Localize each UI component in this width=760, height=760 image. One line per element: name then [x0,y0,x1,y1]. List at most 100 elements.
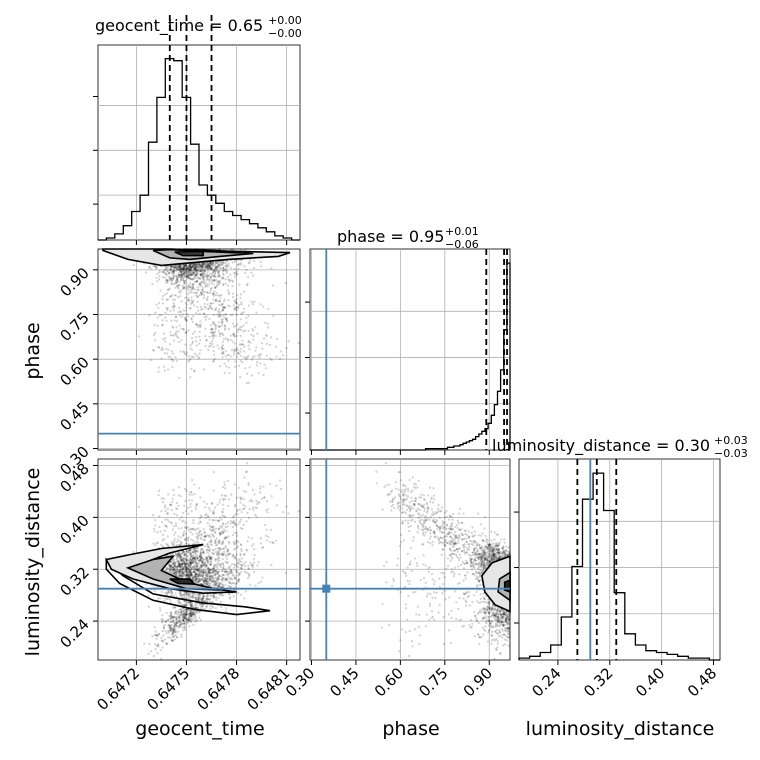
sample-point [375,470,378,473]
sample-point [172,265,175,268]
sample-point [180,565,184,568]
sample-point [449,642,453,645]
sample-point [152,542,155,545]
sample-point [255,311,258,314]
sample-point [183,612,187,615]
sample-point [270,358,273,362]
sample-point [430,572,434,576]
sample-point [211,570,215,573]
sample-point [506,632,510,635]
sample-point [187,568,190,571]
sample-point [178,625,181,628]
sample-point [203,583,206,586]
sample-point [193,262,197,265]
sample-point [227,535,230,538]
sample-point [186,268,189,271]
sample-point [180,272,183,275]
sample-point [417,479,420,483]
sample-point [160,590,163,593]
sample-point [147,266,151,269]
sample-point [275,484,278,487]
sample-point [221,305,225,309]
sample-point [219,267,222,270]
sample-point [208,598,211,601]
sample-point [443,516,446,519]
sample-point [404,631,408,634]
sample-point [164,620,167,623]
sample-point [222,562,225,565]
sample-point [178,556,181,559]
sample-point [198,565,201,569]
sample-point [492,604,495,607]
sample-point [181,562,184,566]
sample-point [430,616,433,619]
sample-point [204,262,207,265]
sample-point [180,273,184,276]
sample-point [501,553,504,556]
sample-point [167,624,170,627]
sample-point [200,291,203,294]
sample-point [197,276,200,279]
sample-point [170,565,173,568]
sample-point [214,583,217,586]
sample-point [210,541,213,544]
sample-point [186,268,189,271]
sample-point [188,573,191,576]
sample-point [189,552,192,555]
sample-point [199,618,202,622]
sample-point [211,571,214,574]
sample-point [197,570,200,573]
sample-point [487,600,490,603]
sample-point [505,553,508,556]
sample-point [432,520,435,523]
sample-point [236,509,239,513]
sample-point [184,603,187,607]
sample-point [198,593,201,596]
sample-point [195,604,198,607]
sample-point [493,557,496,561]
sample-point [183,269,186,272]
sample-point [203,538,206,541]
sample-point [491,552,494,555]
sample-point [493,538,496,541]
sample-point [483,558,487,561]
sample-point [172,559,175,562]
sample-point [255,499,258,502]
sample-point [194,266,197,270]
sample-point [229,577,232,580]
sample-point [178,569,181,572]
sample-point [183,621,186,625]
sample-point [457,565,460,568]
sample-point [227,366,230,369]
sample-point [475,617,478,620]
sample-point [214,270,217,273]
sample-point [416,564,419,567]
sample-point [423,534,426,537]
sample-point [481,540,485,543]
sample-point [227,498,231,501]
sample-point [257,582,260,585]
sample-point [188,614,191,617]
sample-point [187,536,190,539]
sample-point [419,515,422,518]
sample-point [189,565,192,568]
sample-point [219,532,222,535]
sample-point [191,320,194,323]
sample-point [182,268,185,272]
sample-point [237,352,241,355]
sample-point [198,517,201,520]
sample-point [188,264,191,267]
sample-point [198,267,201,270]
sample-point [217,527,220,531]
sample-point [222,547,225,550]
sample-point [163,369,166,372]
sample-point [402,483,405,486]
sample-point [182,607,185,610]
sample-point [210,501,214,505]
sample-point [454,534,458,537]
sample-point [178,575,182,578]
sample-point [211,574,215,577]
sample-point [443,539,446,542]
sample-point [194,575,197,578]
sample-point [408,505,411,508]
